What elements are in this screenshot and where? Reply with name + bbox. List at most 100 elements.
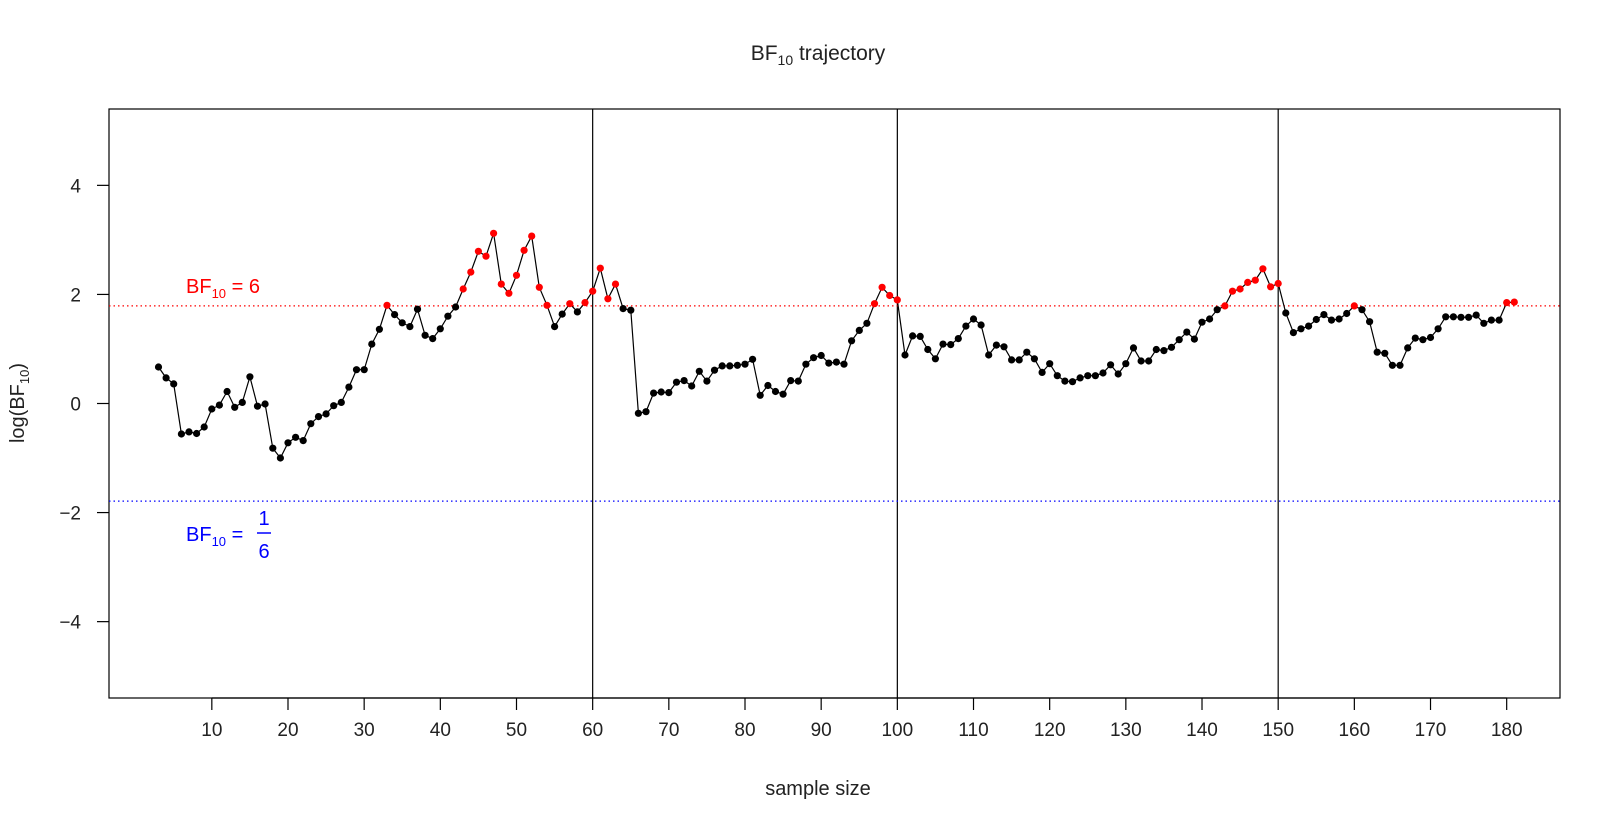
- data-point-16: [253, 402, 262, 410]
- data-point-41: [444, 312, 452, 320]
- data-point-173: [1449, 313, 1457, 321]
- data-point-126: [1091, 372, 1099, 380]
- data-point-143: [1221, 302, 1229, 310]
- data-point-86: [787, 377, 795, 385]
- data-point-36: [406, 323, 414, 331]
- data-point-66: [634, 409, 643, 417]
- data-point-33: [383, 301, 391, 309]
- data-point-110: [969, 315, 978, 323]
- data-point-157: [1327, 316, 1336, 324]
- data-point-12: [223, 387, 231, 396]
- reference-lines: [109, 109, 1560, 698]
- y-axis-label: log(BF10): [7, 363, 32, 443]
- data-point-29: [352, 366, 361, 374]
- x-tick-label-140: 140: [1186, 720, 1218, 741]
- data-point-156: [1320, 311, 1328, 319]
- data-point-3: [154, 363, 163, 371]
- data-point-98: [878, 283, 886, 291]
- data-point-65: [627, 306, 635, 314]
- data-point-4: [162, 374, 170, 382]
- data-point-104: [924, 345, 932, 354]
- data-point-103: [916, 332, 924, 340]
- data-point-162: [1366, 318, 1374, 326]
- data-point-125: [1084, 372, 1092, 380]
- data-point-34: [391, 311, 399, 319]
- data-point-91: [825, 359, 833, 367]
- data-point-135: [1160, 347, 1168, 355]
- data-point-169: [1419, 336, 1427, 344]
- data-point-149: [1267, 283, 1275, 291]
- data-point-62: [604, 295, 612, 303]
- data-point-142: [1213, 306, 1221, 314]
- data-point-50: [512, 271, 521, 279]
- y-tick-label-1: −2: [59, 504, 81, 525]
- x-tick-label-150: 150: [1262, 720, 1294, 741]
- x-tick-label-10: 10: [201, 720, 222, 741]
- data-point-75: [703, 377, 711, 385]
- data-point-159: [1343, 309, 1351, 318]
- data-point-89: [810, 354, 818, 362]
- data-point-58: [573, 308, 582, 316]
- data-point-167: [1404, 344, 1412, 352]
- y-tick-label-2: 0: [70, 395, 81, 416]
- data-point-160: [1350, 302, 1358, 310]
- data-point-140: [1198, 318, 1206, 326]
- x-axis-label: sample size: [765, 778, 871, 800]
- data-point-64: [619, 305, 627, 313]
- data-point-141: [1206, 315, 1214, 323]
- data-point-121: [1053, 372, 1061, 380]
- data-point-181: [1510, 298, 1518, 306]
- data-point-52: [528, 232, 536, 240]
- x-tick-label-60: 60: [582, 720, 603, 741]
- data-point-42: [452, 303, 460, 311]
- data-point-53: [535, 283, 543, 291]
- x-tick-label-20: 20: [277, 720, 298, 741]
- data-point-9: [200, 423, 208, 431]
- data-point-37: [413, 305, 422, 313]
- data-point-158: [1335, 315, 1343, 323]
- data-point-87: [794, 377, 802, 385]
- data-point-5: [170, 380, 178, 388]
- data-point-177: [1480, 319, 1488, 327]
- data-point-108: [954, 335, 962, 343]
- data-point-79: [733, 361, 742, 369]
- data-point-112: [985, 351, 993, 359]
- data-point-44: [467, 268, 475, 276]
- bf-trajectory-series: [154, 229, 1518, 462]
- data-point-55: [551, 323, 559, 331]
- data-point-118: [1030, 355, 1038, 363]
- data-point-61: [596, 264, 604, 272]
- data-point-97: [870, 300, 879, 308]
- data-point-63: [611, 280, 620, 288]
- data-point-163: [1373, 348, 1381, 356]
- x-tick-label-170: 170: [1415, 720, 1447, 741]
- data-point-18: [269, 444, 277, 452]
- data-point-124: [1076, 374, 1084, 382]
- data-point-172: [1442, 313, 1450, 321]
- data-point-117: [1023, 348, 1031, 356]
- data-point-81: [749, 355, 757, 363]
- y-axis: −4 −2 0 2 4: [59, 176, 109, 634]
- data-point-28: [345, 383, 353, 391]
- x-tick-label-120: 120: [1034, 720, 1066, 741]
- data-point-174: [1457, 313, 1465, 321]
- x-tick-label-50: 50: [506, 720, 527, 741]
- data-point-45: [474, 247, 482, 255]
- data-point-161: [1358, 306, 1366, 314]
- data-point-176: [1472, 311, 1480, 319]
- data-point-93: [840, 360, 848, 368]
- chart-title: BF10 trajectory: [751, 42, 886, 68]
- data-point-26: [330, 402, 338, 410]
- data-point-70: [665, 389, 673, 397]
- data-point-134: [1152, 345, 1160, 354]
- data-point-94: [848, 337, 856, 345]
- data-point-59: [581, 299, 589, 307]
- x-tick-label-80: 80: [734, 720, 755, 741]
- upper-threshold-label: BF10 = 6: [186, 276, 260, 301]
- data-point-127: [1099, 369, 1107, 377]
- data-point-24: [314, 413, 323, 421]
- data-point-171: [1434, 325, 1442, 333]
- data-point-14: [238, 398, 246, 406]
- lower-threshold-fraction-numerator: 1: [258, 508, 269, 530]
